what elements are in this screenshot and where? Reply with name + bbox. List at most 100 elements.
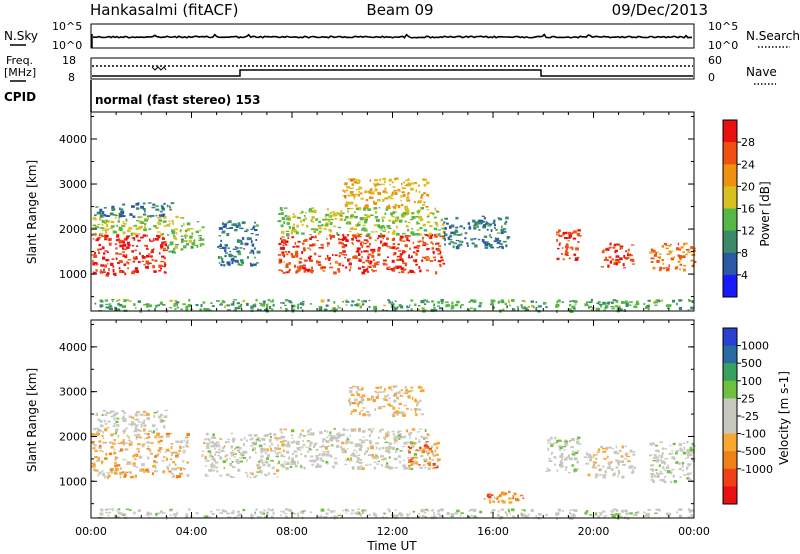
velocity-region-8 [583,445,637,479]
colorbar-swatch [723,142,737,165]
velocity-ylabel: Slant Range [km] [25,368,39,472]
nave-label: Nave [746,65,777,79]
xtick-label: 16:00 [477,525,509,538]
time-axis: 00:00 04:00 08:00 12:00 16:00 20:00 00:00 [75,525,710,538]
colorbar-tick-label: 1000 [741,340,769,353]
station-title: Hankasalmi (fitACF) [90,1,238,19]
colorbar-tick-label: 28 [741,136,755,149]
xtick-label: 00:00 [678,525,710,538]
colorbar-tick-label: 16 [741,203,755,216]
power-region-6 [277,206,446,237]
n-search-label: N.Search [746,29,800,43]
colorbar-tick-label: 25 [741,392,755,405]
power-colorbar-label: Power [dB] [758,181,772,246]
sky-noise-panel: N.Sky 10^5 10^0 10^5 10^0 N.Search [4,20,800,52]
power-region-5 [277,233,446,275]
nave-y-bottom: 0 [708,71,715,84]
power-region-7 [342,177,430,210]
colorbar-swatch [723,164,737,187]
ytick-label: 4000 [59,133,87,146]
colorbar-swatch [723,274,737,298]
power-region-11 [649,242,697,272]
power-region-1 [92,215,185,237]
velocity-region-6 [483,490,525,504]
colorbar-swatch [723,380,737,399]
colorbar-tick-label: -100 [741,428,766,441]
ytick-label: 1000 [59,268,87,281]
colorbar-swatch [723,416,737,435]
ytick-label: 2000 [59,223,87,236]
ytick-label: 3000 [59,386,87,399]
power-panel: 1000 2000 3000 4000 Slant Range [km] 4 8 12 16… [25,111,772,313]
power-data [91,177,697,313]
ytick-label: 2000 [59,430,87,443]
xtick-label: 08:00 [276,525,308,538]
n-sky-label: N.Sky [4,29,38,43]
frequency-panel: Freq. [MHz] 18 8 60 0 Nave [4,54,777,85]
freq-unit-label: [MHz] [4,66,36,79]
colorbar-swatch [723,208,737,232]
colorbar-tick-label: -1000 [741,463,773,476]
power-region-9 [556,229,582,261]
sky-y-bottom: 10^0 [52,39,82,52]
colorbar-swatch [723,120,737,143]
sky-noise-line [93,33,693,39]
colorbar-swatch [723,486,737,505]
power-region-10 [600,242,635,269]
colorbar-tick-label: 100 [741,375,762,388]
colorbar-tick-label: 500 [741,357,762,370]
colorbar-swatch [723,252,737,276]
velocity-region-7 [545,436,582,474]
xtick-label: 12:00 [377,525,409,538]
power-region-3 [166,220,205,254]
velocity-region-2 [201,432,280,479]
xtick-label: 00:00 [75,525,107,538]
power-colorbar: 4 8 12 16 20 24 28 [722,119,755,298]
colorbar-tick-label: -25 [741,410,759,423]
colorbar-swatch [723,345,737,364]
colorbar-tick-label: -500 [741,445,766,458]
sky-right-bottom: 10^0 [708,39,738,52]
colorbar-swatch [723,328,737,347]
velocity-region-9 [649,441,696,484]
colorbar-swatch [723,398,737,417]
velocity-data [91,385,696,521]
colorbar-tick-label: 12 [741,225,755,238]
power-ylabel: Slant Range [km] [25,160,39,264]
xtick-label: 04:00 [176,525,208,538]
colorbar-swatch [723,451,737,470]
cpid-mode: normal (fast stereo) 153 [95,93,261,107]
sky-right-top: 10^5 [708,20,738,33]
freq-y-top: 18 [62,54,76,67]
power-region-0 [91,233,169,277]
colorbar-tick-label: 24 [741,158,755,171]
ytick-label: 3000 [59,178,87,191]
velocity-colorbar-label: Velocity [m s-1] [777,371,791,465]
ytick-label: 4000 [59,341,87,354]
freq-label: Freq. [6,54,33,67]
power-region-2 [94,202,175,218]
colorbar-swatch [723,363,737,382]
velocity-region-3 [277,427,436,471]
nave-y-top: 60 [708,54,722,67]
velocity-region-5 [407,441,441,470]
velocity-region-4 [348,385,425,417]
xtick-label: 20:00 [578,525,610,538]
colorbar-swatch [723,186,737,209]
colorbar-tick-label: 4 [741,269,748,282]
sky-y-top: 10^5 [52,20,82,33]
freq-y-bottom: 8 [68,71,75,84]
colorbar-tick-label: 20 [741,180,755,193]
power-region-4 [217,220,261,267]
velocity-colorbar: 1000 500 100 25 -25 -100 -500 -1000 [722,327,773,505]
colorbar-swatch [723,468,737,487]
date-title: 09/Dec/2013 [612,1,708,19]
frequency-line [92,69,693,77]
colorbar-tick-label: 8 [741,247,748,260]
power-region-8 [443,215,511,250]
ytick-label: 1000 [59,475,87,488]
velocity-region-1 [93,409,169,434]
beam-title: Beam 09 [366,1,433,19]
power-region-12 [94,298,694,313]
